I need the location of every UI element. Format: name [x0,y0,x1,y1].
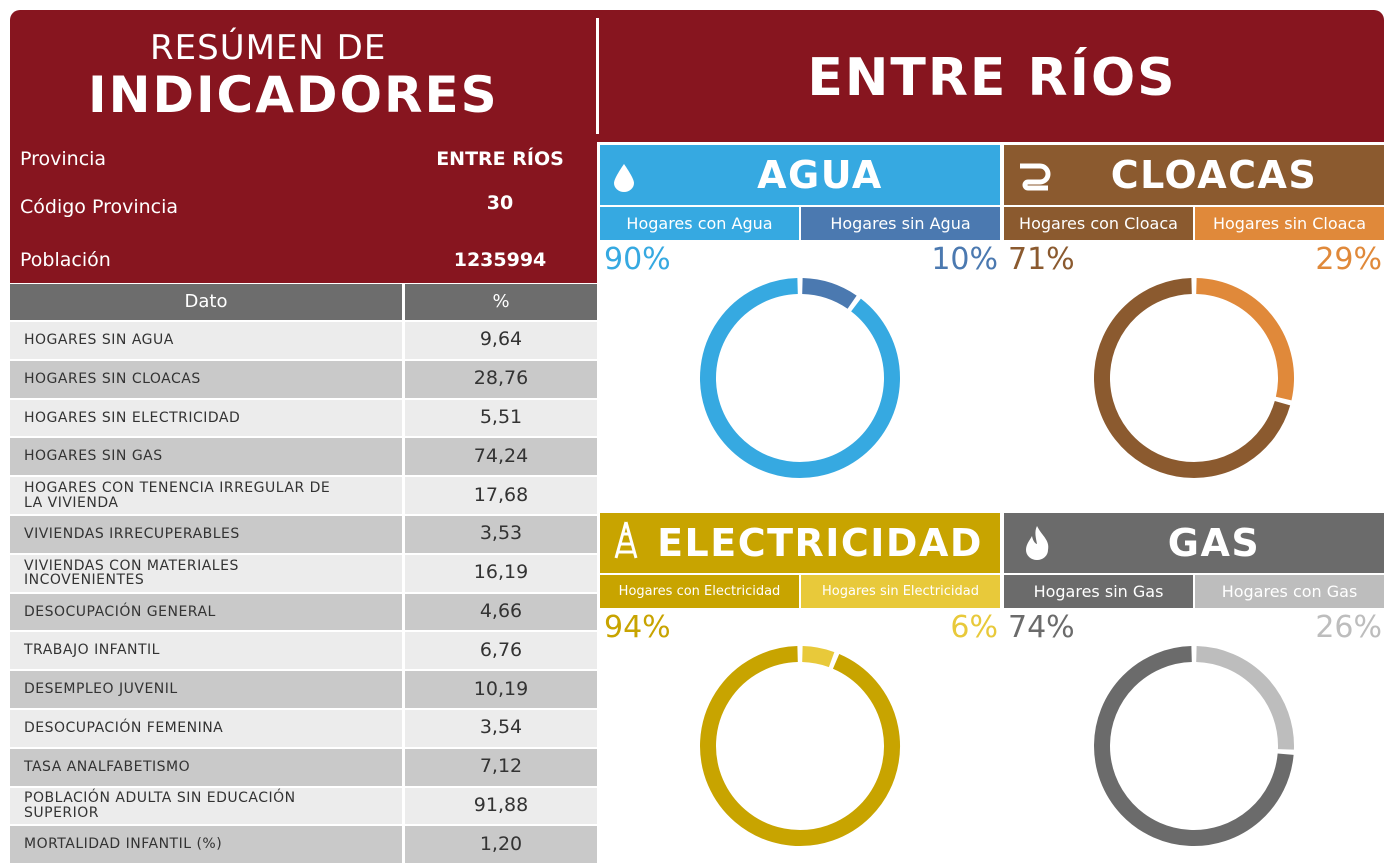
table-header: % [405,284,597,320]
info-value: 30 [486,192,514,214]
row-label: HOGARES SIN AGUA [10,322,402,359]
legend-entry: Hogares con Agua [600,207,799,240]
donut-segment [1196,278,1294,401]
value-label: 6% [950,610,998,645]
value-label: 71% [1008,242,1075,277]
row-value: 74,24 [405,438,597,476]
pipe-icon [1020,163,1051,191]
donut [1094,278,1294,478]
header [10,10,1384,142]
legend-entry: Hogares sin Cloaca [1195,207,1384,240]
info-label: Provincia [20,148,107,170]
row-value: 5,51 [405,399,597,437]
donut [1094,646,1294,846]
donut-segment [700,278,900,478]
row-value: 1,20 [405,826,597,864]
row-value: 4,66 [405,593,597,631]
row-value: 91,88 [405,787,597,825]
row-value: 28,76 [405,360,597,398]
flame-icon [1026,526,1049,560]
donut [700,646,900,846]
row-label: DESOCUPACIÓN GENERAL [10,593,402,631]
info-value: 1235994 [453,249,547,271]
legend-entry: Hogares con Electricidad [600,575,799,608]
row-value: 16,19 [405,554,597,592]
divider [596,18,599,134]
legend-entry: Hogares con Gas [1195,575,1384,608]
legend-entry: Hogares sin Electricidad [801,575,1000,608]
row-label: VIVIENDAS IRRECUPERABLES [10,516,402,553]
donut-segment [1094,278,1291,478]
row-value: 17,68 [405,477,597,514]
row-label: DESEMPLEO JUVENIL [10,671,402,708]
panel-title: ELECTRICIDAD [600,513,1000,573]
province-title: ENTRE RÍOS [807,48,1177,108]
info-label: Código Provincia [20,196,179,218]
donut-segment [801,278,857,309]
row-label: MORTALIDAD INFANTIL (%) [10,826,402,864]
table-header: Dato [10,284,402,320]
row-label: VIVIENDAS CON MATERIALES INCOVENIENTES [10,554,402,592]
donut [700,278,900,478]
row-value: 3,54 [405,710,597,747]
donut-segment [801,646,835,668]
water-icon [614,164,634,192]
row-label: HOGARES SIN GAS [10,438,402,476]
row-label: HOGARES CON TENENCIA IRREGULAR DE LA VIV… [10,477,402,514]
legend-entry: Hogares sin Gas [1004,575,1193,608]
row-label: TASA ANALFABETISMO [10,748,402,786]
value-label: 10% [931,242,998,277]
row-value: 6,76 [405,632,597,670]
value-label: 26% [1315,610,1382,645]
donut-segment [1094,646,1294,846]
value-label: 74% [1008,610,1075,645]
info-label: Población [20,249,111,271]
donut-segment [700,646,900,846]
info-panel [10,142,597,283]
row-label: DESOCUPACIÓN FEMENINA [10,710,402,747]
row-value: 9,64 [405,322,597,359]
row-label: HOGARES SIN CLOACAS [10,360,402,398]
panel-title: GAS [1004,513,1384,573]
row-label: POBLACIÓN ADULTA SIN EDUCACIÓN SUPERIOR [10,787,402,825]
value-label: 90% [604,242,671,277]
row-value: 3,53 [405,516,597,553]
tower-icon [614,521,638,559]
row-label: HOGARES SIN ELECTRICIDAD [10,399,402,437]
legend-entry: Hogares sin Agua [801,207,1000,240]
panel-title: AGUA [600,145,1000,205]
info-value: ENTRE RÍOS [436,148,564,170]
legend-entry: Hogares con Cloaca [1004,207,1193,240]
row-value: 7,12 [405,748,597,786]
donut-segment [1196,646,1294,750]
title-top: RESÚMEN DE [150,28,387,68]
value-label: 29% [1315,242,1382,277]
title-main: INDICADORES [88,66,499,124]
panel-title: CLOACAS [1004,145,1384,205]
row-value: 10,19 [405,671,597,708]
row-label: TRABAJO INFANTIL [10,632,402,670]
value-label: 94% [604,610,671,645]
